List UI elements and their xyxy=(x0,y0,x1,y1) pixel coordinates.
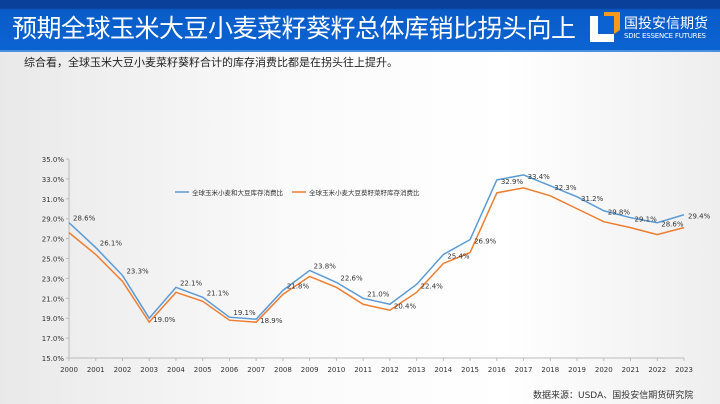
x-tick-label: 2007 xyxy=(247,366,265,374)
data-label: 29.1% xyxy=(635,216,658,224)
y-tick-label: 29.0% xyxy=(42,216,65,224)
y-tick-label: 35.0% xyxy=(42,156,65,164)
logo-text-en: SDIC ESSENCE FUTURES xyxy=(624,32,706,40)
data-label: 22.4% xyxy=(421,282,444,290)
x-tick-label: 2002 xyxy=(114,366,132,374)
x-tick-label: 2011 xyxy=(354,366,372,374)
x-tick-label: 2005 xyxy=(194,366,212,374)
x-tick-label: 2022 xyxy=(648,366,666,374)
data-label: 19.1% xyxy=(233,309,256,317)
series-line-1 xyxy=(68,187,685,324)
x-tick-label: 2016 xyxy=(488,366,506,374)
x-tick-label: 2013 xyxy=(408,366,426,374)
x-tick-label: 2010 xyxy=(327,366,345,374)
y-tick-label: 17.0% xyxy=(42,335,65,343)
data-label: 21.0% xyxy=(367,290,390,298)
data-label: 18.9% xyxy=(260,317,283,325)
data-label: 31.2% xyxy=(581,195,604,203)
x-tick-label: 2020 xyxy=(595,366,613,374)
header-banner: 预期全球玉米大豆小麦菜籽葵籽总体库销比拐头向上 国投安信期货 SDIC ESSE… xyxy=(0,0,720,52)
x-tick-label: 2006 xyxy=(221,366,239,374)
y-tick-label: 31.0% xyxy=(42,196,65,204)
x-tick-label: 2021 xyxy=(622,366,640,374)
y-tick-label: 27.0% xyxy=(42,236,65,244)
data-label: 26.1% xyxy=(100,240,123,248)
data-label: 28.6% xyxy=(73,215,96,223)
data-label: 23.3% xyxy=(126,267,149,275)
y-tick-label: 19.0% xyxy=(42,315,65,323)
logo-text-cn: 国投安信期货 xyxy=(624,16,708,32)
data-label: 28.6% xyxy=(661,221,684,229)
x-tick-label: 2017 xyxy=(515,366,533,374)
x-tick-label: 2001 xyxy=(87,366,105,374)
x-tick-label: 2003 xyxy=(140,366,158,374)
data-label: 29.4% xyxy=(688,213,711,221)
data-label: 29.8% xyxy=(608,209,631,217)
x-tick-label: 2000 xyxy=(60,366,78,374)
x-tick-label: 2012 xyxy=(381,366,399,374)
data-label: 21.1% xyxy=(207,289,230,297)
sdic-logo-icon xyxy=(590,12,620,42)
x-tick-label: 2018 xyxy=(541,366,559,374)
y-tick-label: 15.0% xyxy=(42,355,65,363)
data-label: 32.3% xyxy=(554,184,577,192)
summary-text: 综合看，全球玉米大豆小麦菜籽葵籽合计的库存消费比都是在拐头往上提升。 xyxy=(24,56,398,69)
data-label: 21.8% xyxy=(287,282,310,290)
x-tick-label: 2009 xyxy=(301,366,319,374)
data-label: 22.6% xyxy=(340,274,363,282)
data-label: 23.8% xyxy=(314,262,337,270)
data-source: 数据来源：USDA、国投安信期货研究院 xyxy=(533,391,694,401)
data-label: 25.4% xyxy=(447,253,470,261)
data-label: 26.9% xyxy=(474,238,497,246)
y-tick-label: 21.0% xyxy=(42,295,65,303)
x-tick-label: 2015 xyxy=(461,366,479,374)
x-tick-label: 2019 xyxy=(568,366,586,374)
x-tick-label: 2014 xyxy=(434,366,452,374)
x-tick-label: 2004 xyxy=(167,366,185,374)
x-tick-label: 2023 xyxy=(675,366,693,374)
data-label: 22.1% xyxy=(180,279,203,287)
data-label: 19.0% xyxy=(153,316,176,324)
data-label: 20.4% xyxy=(394,302,417,310)
legend-label: 全球玉米小麦和大豆库存消费比 xyxy=(192,188,284,197)
page-title: 预期全球玉米大豆小麦菜籽葵籽总体库销比拐头向上 xyxy=(12,14,576,43)
series-line-0 xyxy=(68,174,685,320)
legend-label: 全球玉米小麦大豆葵籽菜籽库存消费比 xyxy=(309,188,420,197)
y-tick-label: 23.0% xyxy=(42,275,65,283)
data-label: 33.4% xyxy=(528,173,551,181)
y-tick-label: 33.0% xyxy=(42,176,65,184)
y-tick-label: 25.0% xyxy=(42,256,65,264)
data-label: 32.9% xyxy=(501,178,524,186)
x-tick-label: 2008 xyxy=(274,366,292,374)
